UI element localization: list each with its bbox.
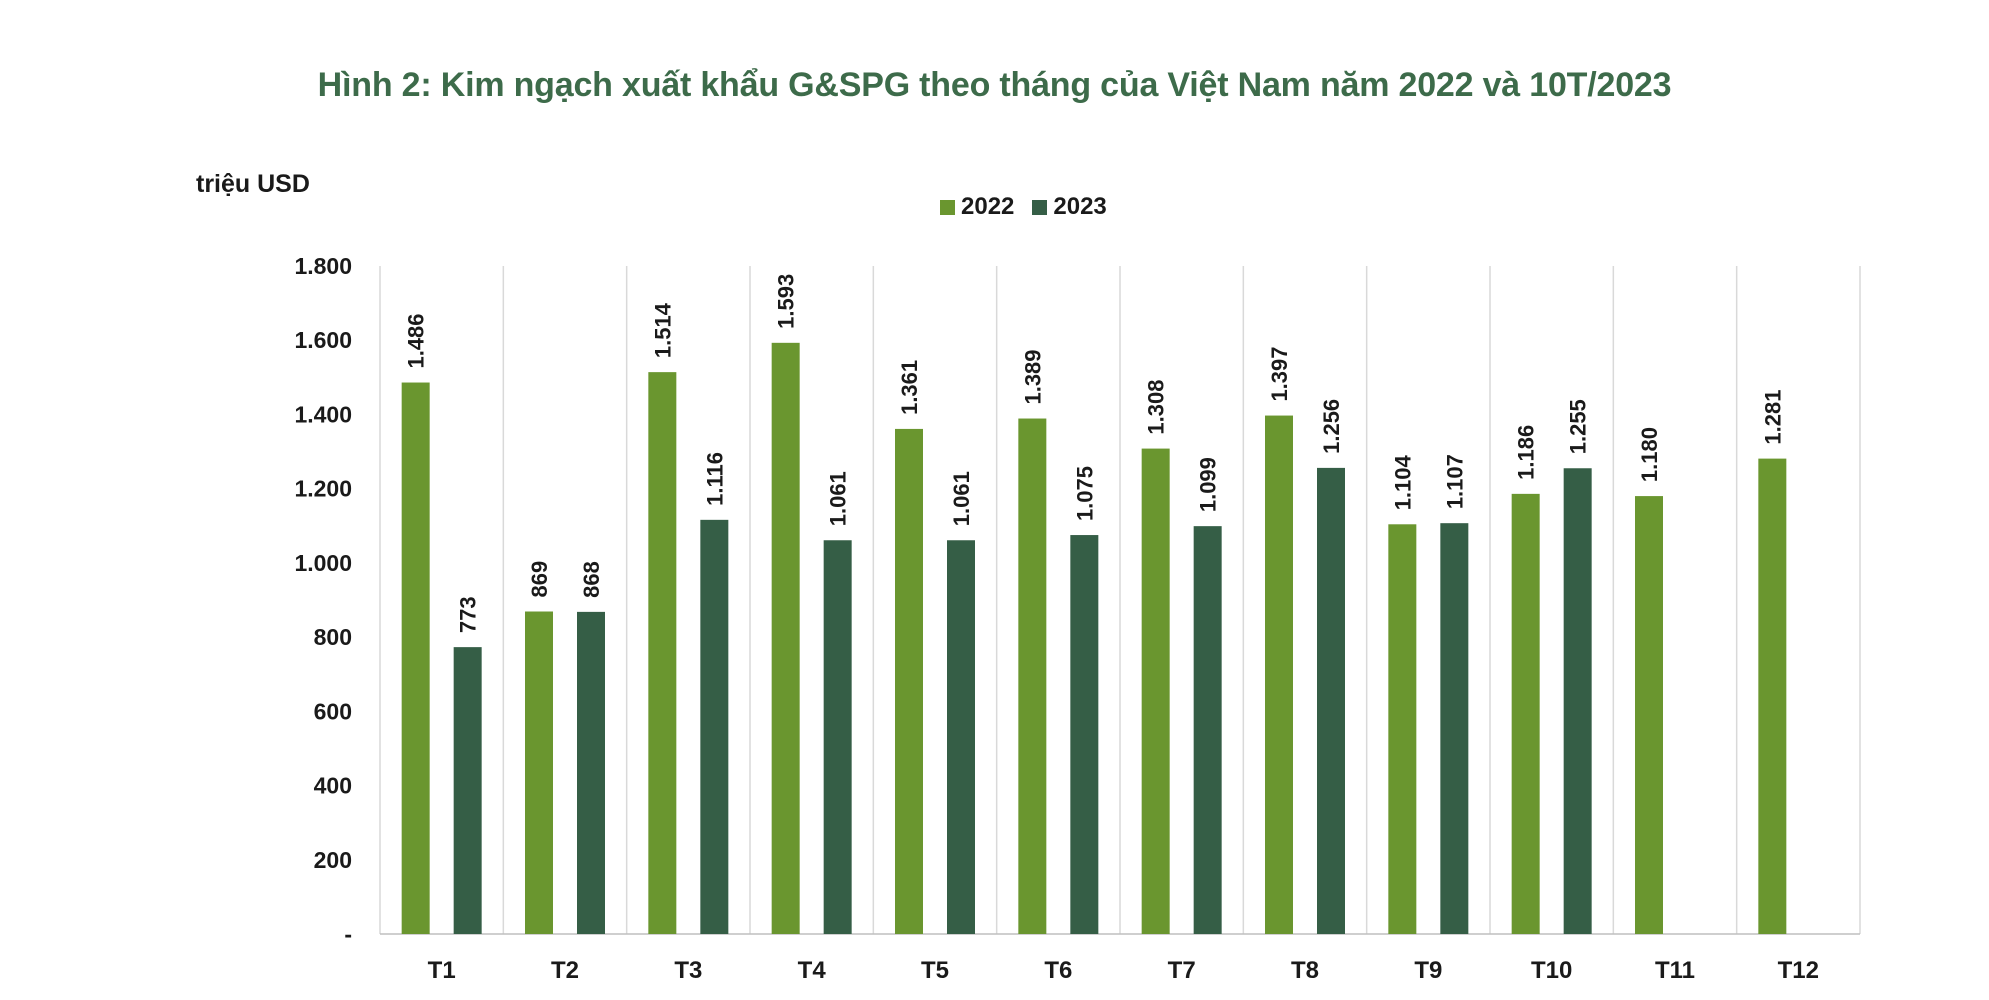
x-tick-label-T12: T12 [1778,957,1819,984]
bar-2023-T4 [823,540,852,934]
x-tick-label-T7: T7 [1168,957,1196,984]
data-label-2023-T4: 1.061 [826,471,851,526]
bar-2022-T6 [1018,418,1047,934]
y-tick-label: 1.800 [294,253,352,279]
data-label-2022-T8: 1.397 [1267,346,1292,401]
x-tick-label-T2: T2 [551,957,579,984]
bar-2022-T11 [1635,496,1663,934]
bar-2023-T3 [700,519,729,934]
bar-2022-T5 [895,428,923,934]
bar-2023-T5 [947,540,975,934]
bar-2023-T6 [1070,535,1099,934]
x-tick-label-T5: T5 [921,957,949,984]
bar-2023-T10 [1563,468,1592,934]
data-label-2023-T5: 1.061 [949,471,974,526]
data-label-2022-T12: 1.281 [1760,390,1785,445]
x-tick-label-T4: T4 [798,957,827,984]
data-label-2022-T10: 1.186 [1514,425,1539,480]
y-axis-unit-label: triệu USD [196,170,310,198]
data-label-2022-T1: 1.486 [404,313,429,368]
bar-2022-T7 [1141,448,1170,934]
y-tick-label: 1.000 [294,550,352,576]
data-label-2023-T10: 1.255 [1566,399,1591,454]
y-tick-label: 800 [314,624,352,650]
data-label-2023-T6: 1.075 [1072,466,1097,521]
y-tick-label: 1.600 [294,327,352,353]
data-label-2022-T2: 869 [527,561,552,598]
data-label-2023-T2: 868 [579,561,604,598]
data-label-2023-T8: 1.256 [1319,399,1344,454]
bar-2022-T12 [1758,458,1787,934]
bar-2022-T2 [525,611,553,934]
bar-2023-T9 [1440,523,1469,934]
legend-item-2022: 2022 [940,193,1014,221]
data-label-2022-T5: 1.361 [897,360,922,415]
data-label-2022-T7: 1.308 [1144,380,1169,435]
x-tick-label-T11: T11 [1655,957,1695,984]
data-label-2022-T9: 1.104 [1390,454,1415,510]
bar-2023-T2 [577,611,605,934]
data-label-2022-T4: 1.593 [774,274,799,329]
legend-label-2022: 2022 [961,193,1015,220]
data-label-2023-T9: 1.107 [1442,454,1467,509]
data-label-2022-T6: 1.389 [1020,349,1045,404]
legend-item-2023: 2023 [1032,193,1107,221]
bar-2022-T9 [1388,524,1417,934]
data-label-2022-T3: 1.514 [650,302,675,358]
data-label-2023-T1: 773 [456,596,481,633]
x-tick-label-T8: T8 [1291,957,1319,984]
y-tick-label: 400 [314,773,352,799]
legend-swatch-2023 [1032,199,1048,215]
bar-2023-T1 [453,647,482,934]
bar-2023-T7 [1193,526,1222,934]
bar-2022-T1 [401,382,430,934]
y-tick-label: 600 [314,698,352,724]
bar-2022-T8 [1265,415,1293,935]
x-tick-label-T1: T1 [428,957,456,984]
y-tick-label: 1.400 [294,401,352,427]
data-label-2022-T11: 1.180 [1637,427,1662,482]
y-tick-label: 1.200 [294,476,352,502]
bar-2022-T10 [1511,493,1540,934]
x-tick-label-T3: T3 [674,957,702,984]
data-label-2023-T3: 1.116 [702,452,727,506]
y-tick-label: - [344,921,352,947]
bar-2022-T4 [771,342,800,934]
legend-swatch-2022 [940,199,955,215]
bar-2023-T8 [1317,467,1345,934]
y-tick-label: 200 [314,847,352,873]
bar-2022-T3 [648,372,677,934]
legend-label-2023: 2023 [1053,193,1107,220]
x-tick-label-T10: T10 [1531,957,1572,984]
chart-title: Hình 2: Kim ngạch xuất khẩu G&SPG theo t… [317,66,1672,104]
chart-legend: 2022 2023 [940,193,1125,221]
x-tick-label-T6: T6 [1044,957,1072,984]
x-tick-label-T9: T9 [1414,957,1442,984]
data-label-2023-T7: 1.099 [1196,457,1221,512]
